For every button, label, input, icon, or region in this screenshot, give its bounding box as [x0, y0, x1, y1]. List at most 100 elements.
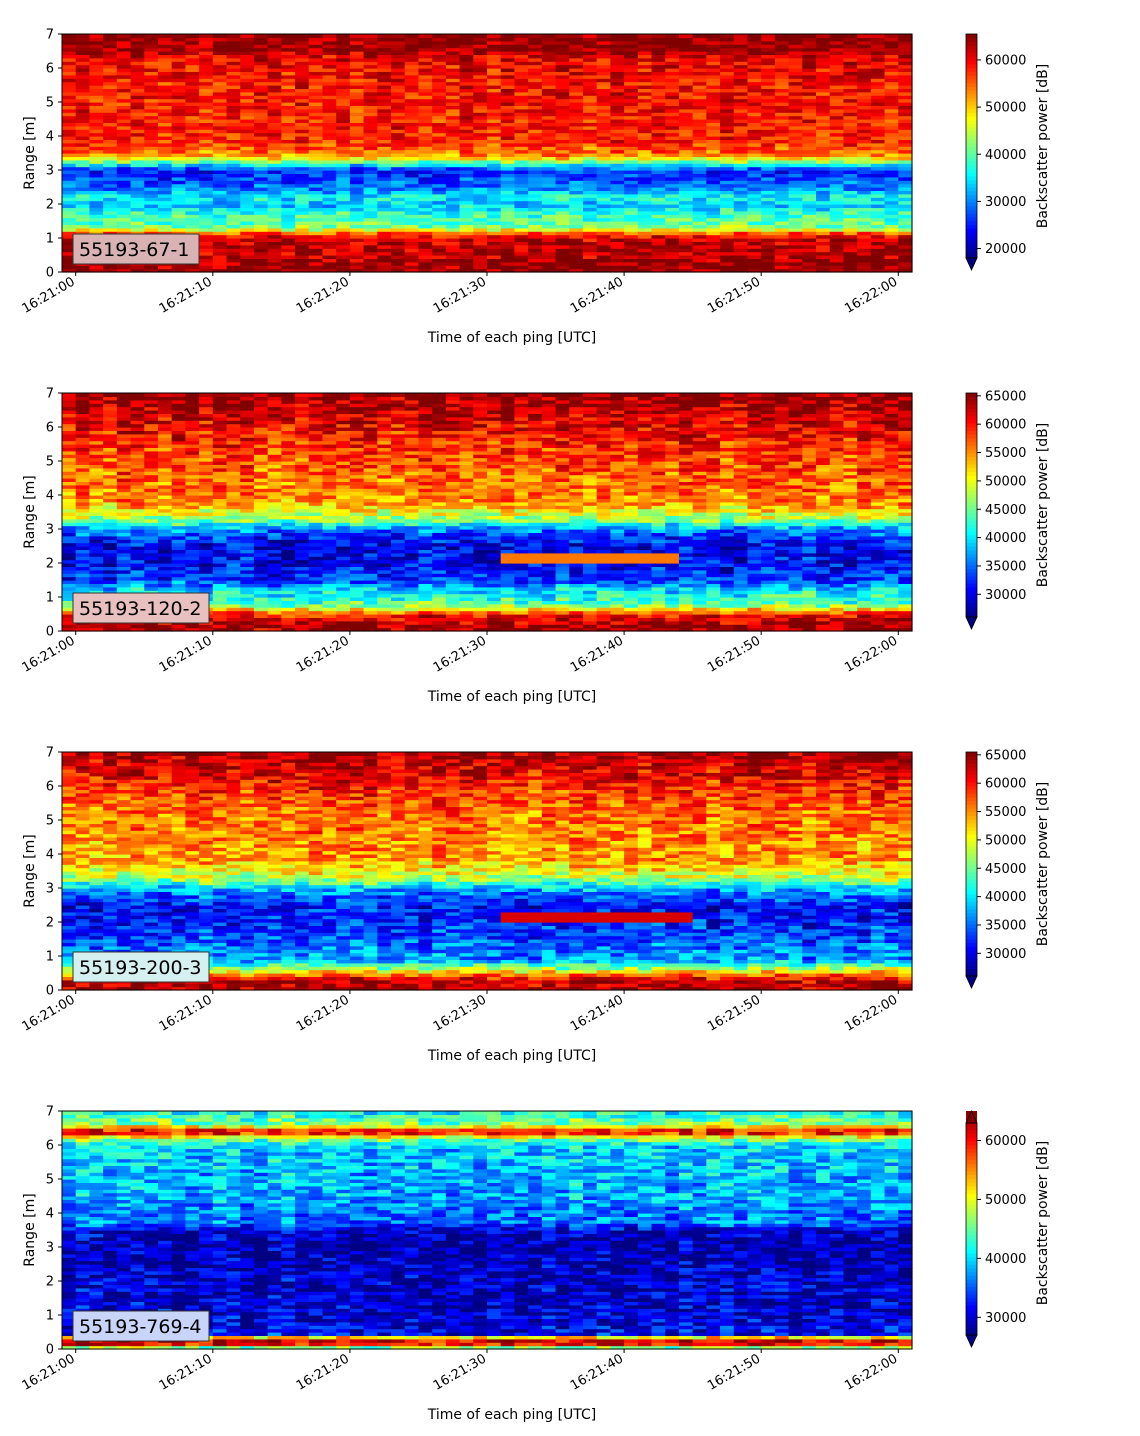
heatmap-cell — [363, 139, 378, 144]
heatmap-cell — [377, 64, 392, 69]
heatmap-cell — [884, 227, 899, 232]
heatmap-cell — [678, 193, 694, 198]
heatmap-cell — [130, 61, 145, 66]
heatmap-cell — [651, 125, 666, 130]
heatmap-cell — [555, 142, 570, 147]
heatmap-cell — [637, 217, 653, 222]
heatmap-cell — [281, 224, 296, 229]
heatmap-cell — [281, 258, 296, 263]
heatmap-cell — [157, 488, 173, 493]
heatmap-cell — [199, 64, 214, 69]
heatmap-cell — [610, 51, 625, 55]
heatmap-cell — [75, 437, 91, 442]
heatmap-cell — [103, 139, 118, 144]
heatmap-cell — [308, 115, 324, 120]
heatmap-cell — [514, 244, 529, 249]
heatmap-cell — [843, 200, 858, 205]
heatmap-cell — [761, 227, 776, 232]
heatmap-cell — [267, 74, 282, 79]
heatmap-cell — [336, 234, 351, 239]
heatmap-cell — [212, 47, 228, 52]
heatmap-cell — [651, 258, 666, 263]
heatmap-cell — [610, 146, 625, 151]
heatmap-cell — [624, 71, 639, 76]
heatmap-cell — [144, 68, 159, 72]
heatmap-cell — [89, 420, 104, 425]
heatmap-cell — [89, 102, 104, 106]
heatmap-cell — [103, 44, 118, 49]
heatmap-cell — [487, 85, 502, 89]
heatmap-cell — [391, 129, 406, 134]
heatmap-cell — [363, 251, 378, 256]
heatmap-cell — [500, 44, 516, 49]
heatmap-cell — [445, 81, 461, 86]
heatmap-cell — [528, 251, 543, 256]
heatmap-cell — [404, 74, 420, 79]
heatmap-cell — [733, 251, 749, 256]
heatmap-cell — [322, 197, 337, 202]
heatmap-cell — [281, 112, 296, 117]
heatmap-cell — [610, 47, 625, 52]
heatmap-cell — [308, 119, 324, 123]
heatmap-cell — [541, 258, 557, 263]
heatmap-cell — [514, 119, 529, 123]
heatmap-cell — [212, 153, 228, 157]
heatmap-cell — [62, 183, 77, 188]
heatmap-cell — [295, 136, 310, 140]
heatmap-cell — [349, 44, 365, 49]
heatmap-cell — [267, 166, 282, 171]
heatmap-cell — [103, 37, 118, 42]
heatmap-cell — [582, 221, 598, 225]
heatmap-cell — [281, 227, 296, 232]
heatmap-cell — [281, 34, 296, 38]
heatmap-cell — [432, 98, 447, 103]
heatmap-cell — [391, 221, 406, 225]
heatmap-cell — [103, 105, 118, 110]
heatmap-cell — [487, 241, 502, 246]
heatmap-cell — [610, 255, 625, 259]
heatmap-cell — [336, 125, 351, 130]
heatmap-cell — [89, 132, 104, 137]
heatmap-cell — [720, 200, 735, 205]
heatmap-cell — [432, 112, 447, 117]
heatmap-cell — [377, 241, 392, 246]
heatmap-cell — [473, 190, 488, 195]
heatmap-cell — [336, 136, 351, 140]
heatmap-cell — [651, 251, 666, 256]
heatmap-cell — [295, 187, 310, 191]
heatmap-cell — [432, 156, 447, 161]
heatmap-cell — [541, 234, 557, 239]
heatmap-cell — [528, 51, 543, 55]
heatmap-cell — [678, 224, 694, 229]
heatmap-cell — [596, 173, 611, 178]
heatmap-cell — [89, 122, 104, 127]
heatmap-cell — [75, 268, 91, 273]
heatmap-cell — [240, 64, 255, 69]
heatmap-cell — [226, 129, 241, 134]
heatmap-cell — [445, 102, 461, 106]
heatmap-cell — [226, 81, 241, 86]
heatmap-cell — [445, 85, 461, 89]
heatmap-cell — [130, 403, 145, 408]
heatmap-cell — [500, 197, 516, 202]
heatmap-cell — [336, 68, 351, 72]
heatmap-cell — [747, 193, 762, 198]
heatmap-cell — [541, 251, 557, 256]
heatmap-cell — [720, 217, 735, 222]
heatmap-cell — [459, 227, 474, 232]
heatmap-cell — [130, 268, 145, 273]
heatmap-cell — [363, 85, 378, 89]
heatmap-cell — [253, 207, 269, 212]
heatmap-cell — [541, 108, 557, 113]
heatmap-cell — [363, 238, 378, 242]
heatmap-cell — [75, 159, 91, 164]
heatmap-cell — [199, 197, 214, 202]
heatmap-cell — [75, 420, 91, 425]
heatmap-cell — [171, 119, 186, 123]
heatmap-cell — [336, 207, 351, 212]
heatmap-cell — [487, 187, 502, 191]
heatmap-cell — [582, 248, 598, 253]
heatmap-cell — [75, 403, 91, 408]
heatmap-cell — [226, 187, 241, 191]
heatmap-cell — [308, 122, 324, 127]
